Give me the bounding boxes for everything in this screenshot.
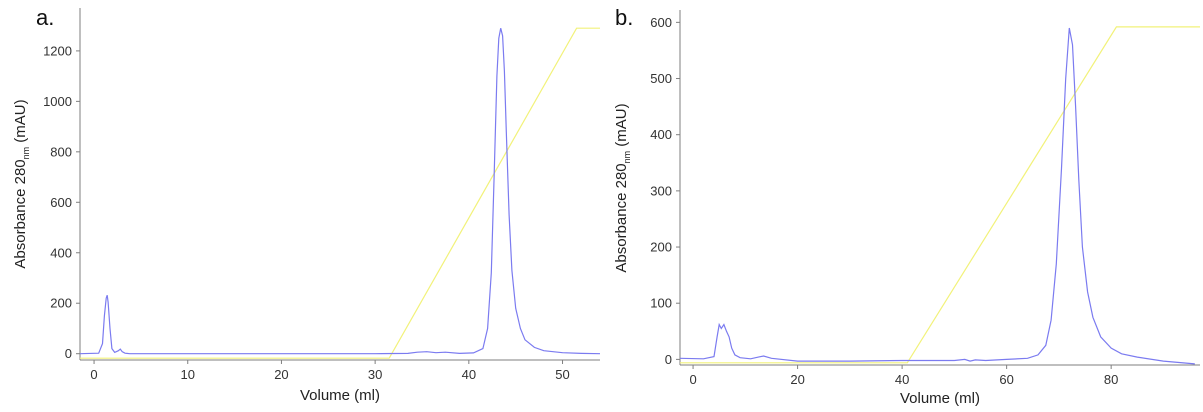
panel-a-x-ticks: 0 10 20 30 40 50 (90, 360, 570, 382)
panel-b-x-axis-title: Volume (ml) (900, 390, 980, 407)
panel-a-y-axis-title-main: Absorbance 280 (12, 159, 29, 268)
panel-a-y-tick-label: 1200 (43, 43, 72, 58)
panel-a-y-tick-label: 800 (50, 144, 72, 159)
panel-b-x-tick-label: 60 (999, 372, 1013, 387)
panel-a-absorbance-line (79, 28, 601, 355)
panel-a-y-axis-title-unit: (mAU) (12, 99, 29, 147)
panel-a-x-tick-label: 30 (368, 367, 382, 382)
panel-a-x-tick-label: 0 (90, 367, 97, 382)
panel-a-y-tick-label: 1000 (43, 94, 72, 109)
panel-a-label: a. (36, 5, 54, 30)
panel-a-gradient-line (80, 27, 600, 359)
panel-a-x-axis-title: Volume (ml) (300, 387, 380, 404)
panel-a-y-tick-label: 600 (50, 195, 72, 210)
panel-a-x-tick-label: 50 (555, 367, 569, 382)
panel-b-y-tick-label: 0 (665, 352, 672, 367)
panel-b-y-axis-title: Absorbance 280nm (mAU) (613, 103, 632, 272)
panel-b-y-tick-label: 600 (650, 15, 672, 30)
panel-a-x-tick-label: 40 (462, 367, 476, 382)
panel-b-absorbance-line (679, 27, 1195, 365)
panel-b-y-tick-label: 200 (650, 240, 672, 255)
panel-b-y-axis-title-unit: (mAU) (613, 103, 630, 151)
panel-b-y-tick-label: 500 (650, 71, 672, 86)
panel-b-gradient-line (680, 26, 1200, 364)
panel-a-y-tick-label: 200 (50, 296, 72, 311)
panel-b-y-tick-label: 100 (650, 296, 672, 311)
panel-a-x-tick-label: 20 (274, 367, 288, 382)
panel-a-y-axis-title-subscript: nm (21, 147, 31, 160)
panel-b-y-axis-title-main: Absorbance 280 (613, 163, 630, 272)
panel-a-y-axis-title: Absorbance 280nm (mAU) (12, 99, 31, 268)
panel-b-x-tick-label: 40 (895, 372, 909, 387)
panel-b: b. 0 100 200 300 400 500 600 0 20 40 60 80 Volume … (613, 5, 1200, 407)
panel-a-y-ticks: 0 200 400 600 800 1000 1200 (43, 43, 80, 361)
panel-b-label: b. (615, 5, 633, 30)
panel-b-x-tick-label: 20 (790, 372, 804, 387)
panel-b-x-ticks: 0 20 40 60 80 (689, 365, 1118, 387)
panel-b-y-axis-title-subscript: nm (622, 151, 632, 164)
panel-b-x-tick-label: 80 (1104, 372, 1118, 387)
panel-b-y-tick-label: 300 (650, 183, 672, 198)
panel-a: a. 0 200 400 600 800 1000 1200 0 10 20 30 40 50 Vol… (12, 5, 601, 404)
panel-b-x-tick-label: 0 (689, 372, 696, 387)
panel-a-x-tick-label: 10 (181, 367, 195, 382)
panel-a-y-tick-label: 0 (65, 346, 72, 361)
panel-b-y-ticks: 0 100 200 300 400 500 600 (650, 15, 680, 367)
panel-a-y-tick-label: 400 (50, 245, 72, 260)
panel-b-y-tick-label: 400 (650, 127, 672, 142)
